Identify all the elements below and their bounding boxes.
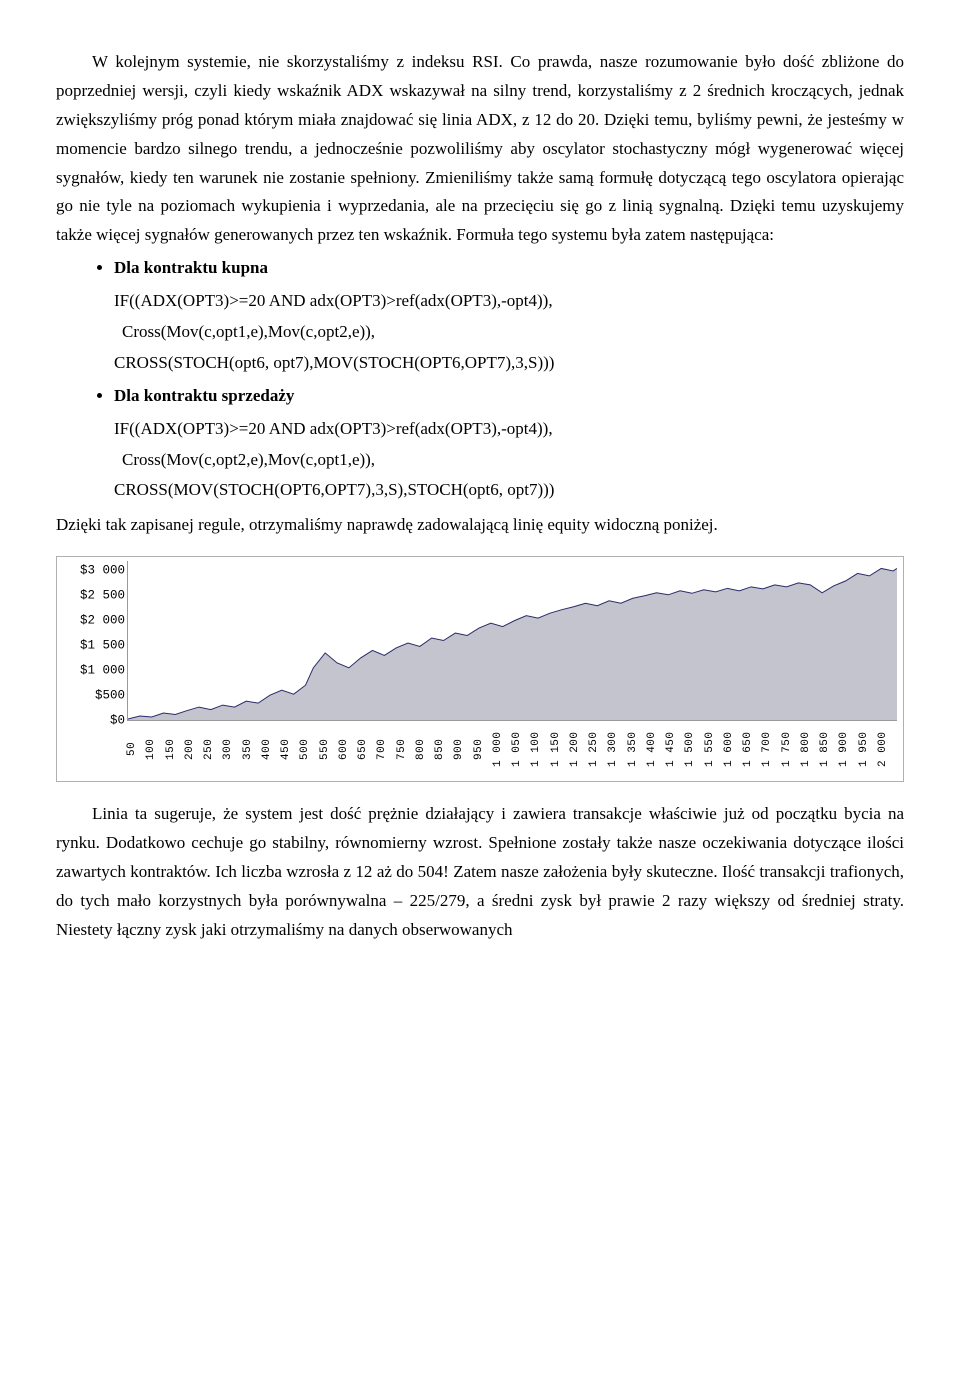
equity-chart: $0$500$1 000$1 500$2 000$2 500$3 000 501… [56,556,904,782]
chart-x-tick-label: 350 [243,725,262,773]
chart-x-tick-label: 100 [146,725,165,773]
chart-x-tick-label: 950 [474,725,493,773]
chart-x-tick-label: 600 [339,725,358,773]
code-sell-line1: IF((ADX(OPT3)>=20 AND adx(OPT3)>ref(adx(… [114,415,904,444]
chart-x-tick-label: 1 400 [647,725,666,773]
chart-x-tick-label: 1 700 [762,725,781,773]
chart-x-tick-label: 700 [377,725,396,773]
chart-x-tick-label: 2 000 [878,725,897,773]
bullet-sell: Dla kontraktu sprzedaży [114,382,904,411]
chart-x-tick-label: 1 250 [589,725,608,773]
chart-x-tick-label: 500 [300,725,319,773]
chart-x-tick-label: 1 950 [859,725,878,773]
code-buy-line1: IF((ADX(OPT3)>=20 AND adx(OPT3)>ref(adx(… [114,287,904,316]
chart-x-tick-label: 400 [262,725,281,773]
chart-x-tick-label: 1 100 [531,725,550,773]
chart-x-tick-label: 900 [454,725,473,773]
chart-plot-area [127,561,897,721]
chart-x-tick-label: 650 [358,725,377,773]
chart-x-axis: 5010015020025030035040045050055060065070… [127,721,897,773]
chart-x-tick-label: 1 650 [743,725,762,773]
chart-x-tick-label: 1 200 [570,725,589,773]
chart-x-tick-label: 1 000 [493,725,512,773]
chart-x-tick-label: 250 [204,725,223,773]
chart-y-tick-label: $1 500 [80,636,125,657]
chart-x-tick-label: 1 300 [608,725,627,773]
code-buy-line2: Cross(Mov(c,opt1,e),Mov(c,opt2,e)), [122,318,904,347]
code-sell-line3: CROSS(MOV(STOCH(OPT6,OPT7),3,S),STOCH(op… [114,476,904,505]
chart-x-tick-label: 1 500 [685,725,704,773]
chart-x-tick-label: 850 [435,725,454,773]
chart-x-tick-label: 50 [127,725,146,773]
chart-y-tick-label: $2 500 [80,586,125,607]
bullet-buy: Dla kontraktu kupna [114,254,904,283]
chart-y-tick-label: $0 [110,711,125,732]
chart-svg [128,561,897,720]
chart-x-tick-label: 1 350 [628,725,647,773]
code-sell-line2: Cross(Mov(c,opt2,e),Mov(c,opt1,e)), [122,446,904,475]
paragraph-2: Dzięki tak zapisanej regule, otrzymaliśm… [56,511,904,540]
chart-x-tick-label: 750 [397,725,416,773]
bullet-sell-label: Dla kontraktu sprzedaży [114,386,294,405]
chart-y-tick-label: $3 000 [80,561,125,582]
chart-area-fill [128,569,897,721]
chart-x-tick-label: 550 [320,725,339,773]
chart-x-tick-label: 200 [185,725,204,773]
code-buy-line3: CROSS(STOCH(opt6, opt7),MOV(STOCH(OPT6,O… [114,349,904,378]
chart-y-tick-label: $1 000 [80,661,125,682]
bullet-buy-label: Dla kontraktu kupna [114,258,268,277]
chart-y-tick-label: $500 [95,686,125,707]
chart-x-tick-label: 1 050 [512,725,531,773]
chart-x-tick-label: 1 900 [839,725,858,773]
paragraph-3: Linia ta sugeruje, że system jest dość p… [56,800,904,944]
chart-y-axis: $0$500$1 000$1 500$2 000$2 500$3 000 [63,561,127,721]
chart-x-tick-label: 150 [166,725,185,773]
chart-x-tick-label: 300 [223,725,242,773]
chart-x-tick-label: 450 [281,725,300,773]
chart-x-tick-label: 1 800 [801,725,820,773]
chart-x-tick-label: 1 850 [820,725,839,773]
chart-x-tick-label: 1 150 [551,725,570,773]
chart-x-tick-label: 1 750 [782,725,801,773]
chart-y-tick-label: $2 000 [80,611,125,632]
chart-x-tick-label: 800 [416,725,435,773]
chart-x-tick-label: 1 600 [724,725,743,773]
chart-x-tick-label: 1 550 [705,725,724,773]
paragraph-1: W kolejnym systemie, nie skorzystaliśmy … [56,48,904,250]
chart-x-tick-label: 1 450 [666,725,685,773]
